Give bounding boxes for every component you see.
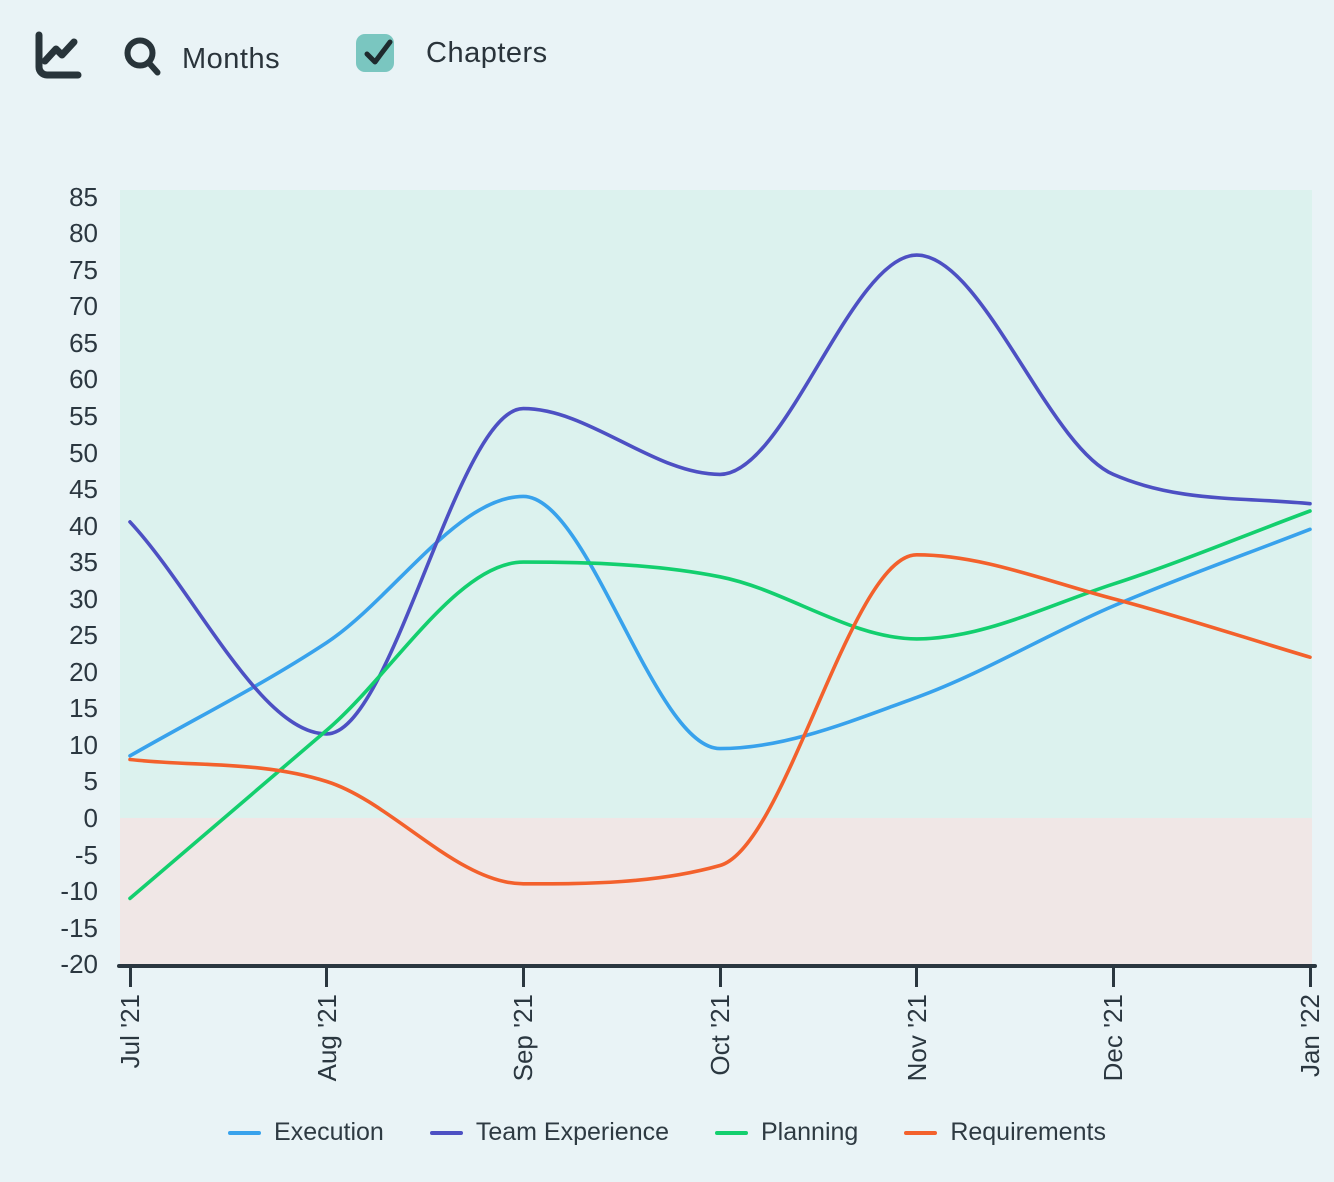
y-axis-tick-label: 10	[69, 729, 98, 760]
y-axis-tick-label: -10	[60, 876, 98, 907]
legend-swatch	[904, 1130, 938, 1135]
x-axis-tick	[1111, 968, 1115, 987]
legend-label: Requirements	[950, 1118, 1106, 1146]
chart-plot-area	[120, 190, 1312, 966]
legend-label: Planning	[761, 1118, 859, 1146]
chapters-label: Chapters	[426, 36, 548, 69]
legend-item-planning[interactable]: Planning	[715, 1118, 858, 1147]
search-icon	[120, 34, 166, 85]
x-axis-line	[117, 964, 1317, 968]
x-axis-tick	[915, 968, 919, 987]
legend-label: Team Experience	[475, 1118, 669, 1146]
legend-label: Execution	[274, 1118, 384, 1146]
y-axis-tick-label: 65	[69, 327, 98, 358]
legend-swatch	[715, 1130, 748, 1135]
y-axis-tick-label: 30	[69, 583, 98, 614]
y-axis-tick-label: 40	[69, 510, 98, 541]
y-axis-tick-label: 70	[69, 291, 98, 322]
y-axis-tick-label: 60	[69, 364, 98, 395]
y-axis-tick-label: -15	[60, 912, 98, 943]
legend-item-requirements[interactable]: Requirements	[904, 1118, 1106, 1147]
series-line-planning	[128, 509, 1312, 901]
legend: Execution Team Experience Planning Requirem…	[0, 1118, 1334, 1147]
y-axis-tick-label: 50	[69, 437, 98, 468]
legend-swatch	[429, 1130, 463, 1135]
line-chart-icon[interactable]	[28, 26, 88, 86]
y-axis-tick-label: 20	[69, 656, 98, 687]
legend-item-execution[interactable]: Execution	[228, 1118, 384, 1147]
x-axis-tick	[1308, 968, 1312, 987]
x-axis-tick	[128, 968, 132, 987]
x-axis-tick	[521, 968, 525, 987]
y-axis-tick-label: 35	[69, 547, 98, 578]
x-axis-tick	[325, 968, 329, 987]
y-axis-tick-label: 5	[83, 766, 98, 797]
legend-swatch	[228, 1130, 262, 1135]
chapters-checkbox-option[interactable]: Chapters	[356, 34, 548, 72]
y-axis-tick-label: 80	[69, 218, 98, 249]
y-axis-tick-label: 0	[83, 803, 98, 833]
y-axis-tick-label: 75	[69, 254, 98, 285]
series-line-requirements	[128, 552, 1312, 886]
legend-item-team-experience[interactable]: Team Experience	[429, 1118, 669, 1147]
x-axis-tick	[718, 968, 722, 987]
negative-value-region	[120, 818, 1312, 966]
y-axis-tick-label: 15	[69, 693, 98, 724]
positive-value-region	[120, 190, 1312, 818]
y-axis-tick-label: -5	[74, 839, 98, 870]
y-axis-tick-label: 25	[69, 620, 98, 651]
months-label: Months	[182, 43, 281, 75]
series-line-execution	[128, 494, 1312, 758]
y-axis-tick-label: 85	[69, 181, 98, 212]
series-line-team-experience	[128, 253, 1312, 736]
months-option[interactable]: Months	[120, 34, 280, 85]
y-axis-tick-label: -20	[60, 949, 98, 980]
checkbox-checked-icon[interactable]	[356, 34, 394, 72]
toolbar: Months Chapters	[0, 0, 1334, 110]
y-axis-tick-label: 45	[69, 474, 98, 505]
y-axis-tick-label: 55	[69, 400, 98, 431]
